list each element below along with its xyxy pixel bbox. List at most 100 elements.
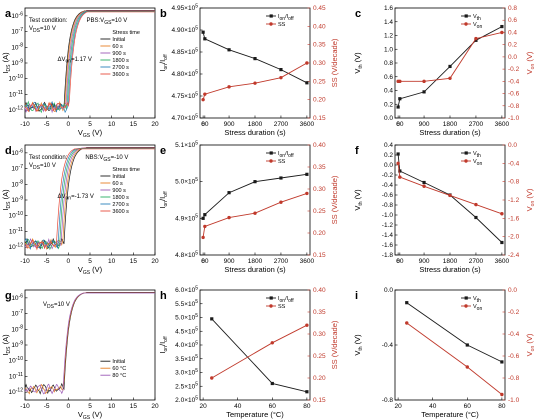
left-tick-label: 3.5×105​ <box>175 354 198 363</box>
data-point <box>227 216 230 219</box>
x-tick-label: 20 <box>151 258 159 265</box>
data-point <box>305 61 308 64</box>
left-tick-label: 2.5×105​ <box>175 382 198 391</box>
legend-marker <box>464 304 467 307</box>
data-point <box>397 152 400 155</box>
right-tick-label: 0.20 <box>313 97 326 104</box>
right-tick-label: 0.45 <box>313 5 326 12</box>
left-axis-label: Vth​ (V) <box>353 334 364 356</box>
x-tick-label: -5 <box>44 258 50 265</box>
y-tick-label: 10-7​ <box>11 27 23 36</box>
data-point <box>500 31 503 34</box>
left-tick-label: 4.80×105​ <box>172 69 199 78</box>
panel-label: f <box>355 145 359 157</box>
legend-entry: Initial <box>112 359 125 365</box>
x-tick-label: 60 <box>201 258 209 265</box>
left-tick-label: 4.5×105​ <box>175 327 198 336</box>
data-point <box>500 25 503 28</box>
x-tick-label: 0 <box>67 403 71 410</box>
panel-b: b0609001800270036004.70×105​4.75×105​4.8… <box>158 3 339 137</box>
legend-entry: Initial <box>112 174 125 180</box>
x-tick-label: 40 <box>234 403 242 410</box>
right-tick-label: 0.25 <box>313 208 326 215</box>
x-tick-label: 60 <box>269 403 277 410</box>
x-axis-label: Temperature (°C) <box>421 410 479 419</box>
right-tick-label: 0.20 <box>313 375 326 382</box>
y-tick-label: 10-8​ <box>11 43 23 52</box>
data-point <box>474 216 477 219</box>
data-point <box>203 213 206 216</box>
data-point <box>279 68 282 71</box>
x-axis-label: VGS​ (V) <box>78 128 103 139</box>
right-tick-label: -0.4 <box>508 78 520 85</box>
legend-entry: 900 s <box>112 51 126 57</box>
y-tick-label: 10-6​ <box>11 11 23 20</box>
data-point <box>422 185 425 188</box>
data-point <box>500 241 503 244</box>
data-point <box>253 57 256 60</box>
left-tick-label: 3.0×105​ <box>175 368 198 377</box>
data-point <box>448 77 451 80</box>
data-point <box>202 217 205 220</box>
right-tick-label: 0.20 <box>313 230 326 237</box>
data-point <box>227 85 230 88</box>
data-point <box>305 324 308 327</box>
left-axis-label: Ion​/Ioff​ <box>158 336 169 354</box>
left-tick-label: 0.4 <box>384 142 393 149</box>
right-tick-label: 0.0 <box>508 287 517 294</box>
right-tick-label: -2.4 <box>508 252 520 259</box>
right-tick-label: -0.8 <box>508 375 520 382</box>
legend-entry: SS <box>278 159 286 165</box>
right-tick-label: 0.35 <box>313 309 326 316</box>
data-point <box>201 98 204 101</box>
y-tick-label: 10-8​ <box>11 325 23 334</box>
data-point <box>203 92 206 95</box>
right-tick-label: 0.40 <box>313 23 326 30</box>
legend-entry: Von​ <box>473 304 482 312</box>
right-axis-label: SS (V/decade) <box>330 320 339 369</box>
data-point <box>253 81 256 84</box>
plot-frame <box>395 145 505 255</box>
left-axis-label: Ion​/Ioff​ <box>158 191 169 209</box>
plot-frame <box>25 8 155 118</box>
right-tick-label: 0.40 <box>313 287 326 294</box>
right-tick-label: -0.4 <box>508 160 520 167</box>
panel-label: b <box>160 8 167 20</box>
data-point <box>474 203 477 206</box>
right-tick-label: -0.2 <box>508 66 520 73</box>
panel-a: a-10-50510152010-12​10-11​10-10​10-9​10-… <box>1 8 159 139</box>
legend-entry: Von​ <box>473 159 482 167</box>
left-tick-label: -0.4 <box>382 342 394 349</box>
x-tick-label: 15 <box>130 258 138 265</box>
x-tick-label: 20 <box>151 121 159 128</box>
x-tick-label: 60 <box>201 121 209 128</box>
legend-entry: 900 s <box>112 188 126 194</box>
y-tick-label: 10-12​ <box>9 388 24 397</box>
x-tick-label: 80 <box>498 403 506 410</box>
legend-entry: SS <box>278 22 286 28</box>
legend-entry: 60 °C <box>112 366 126 372</box>
data-point <box>448 194 451 197</box>
left-tick-label: 1.6 <box>384 5 393 12</box>
right-tick-label: 0.8 <box>508 5 517 12</box>
data-point <box>202 31 205 34</box>
x-tick-label: 0 <box>67 258 71 265</box>
data-point <box>305 192 308 195</box>
right-tick-label: -0.6 <box>508 353 520 360</box>
left-tick-label: 4.9×105​ <box>175 214 198 223</box>
x-tick-label: 3600 <box>495 121 510 128</box>
y-tick-label: 10-9​ <box>11 195 23 204</box>
right-axis-label: SS (V/decade) <box>330 38 339 87</box>
left-tick-label: 0.0 <box>384 115 393 122</box>
x-tick-label: 15 <box>130 121 138 128</box>
right-tick-label: 0.35 <box>313 42 326 49</box>
x-tick-label: -10 <box>20 258 30 265</box>
annotation-delta-von: ΔVon​=1.17 V <box>58 57 92 65</box>
y-axis-label: IDS​ (A) <box>1 189 12 211</box>
plot-frame <box>25 145 155 255</box>
x-tick-label: 3600 <box>495 258 510 265</box>
data-point <box>279 76 282 79</box>
left-tick-label: -1.6 <box>382 242 394 249</box>
panel-label: c <box>355 8 361 20</box>
data-point <box>396 162 399 165</box>
